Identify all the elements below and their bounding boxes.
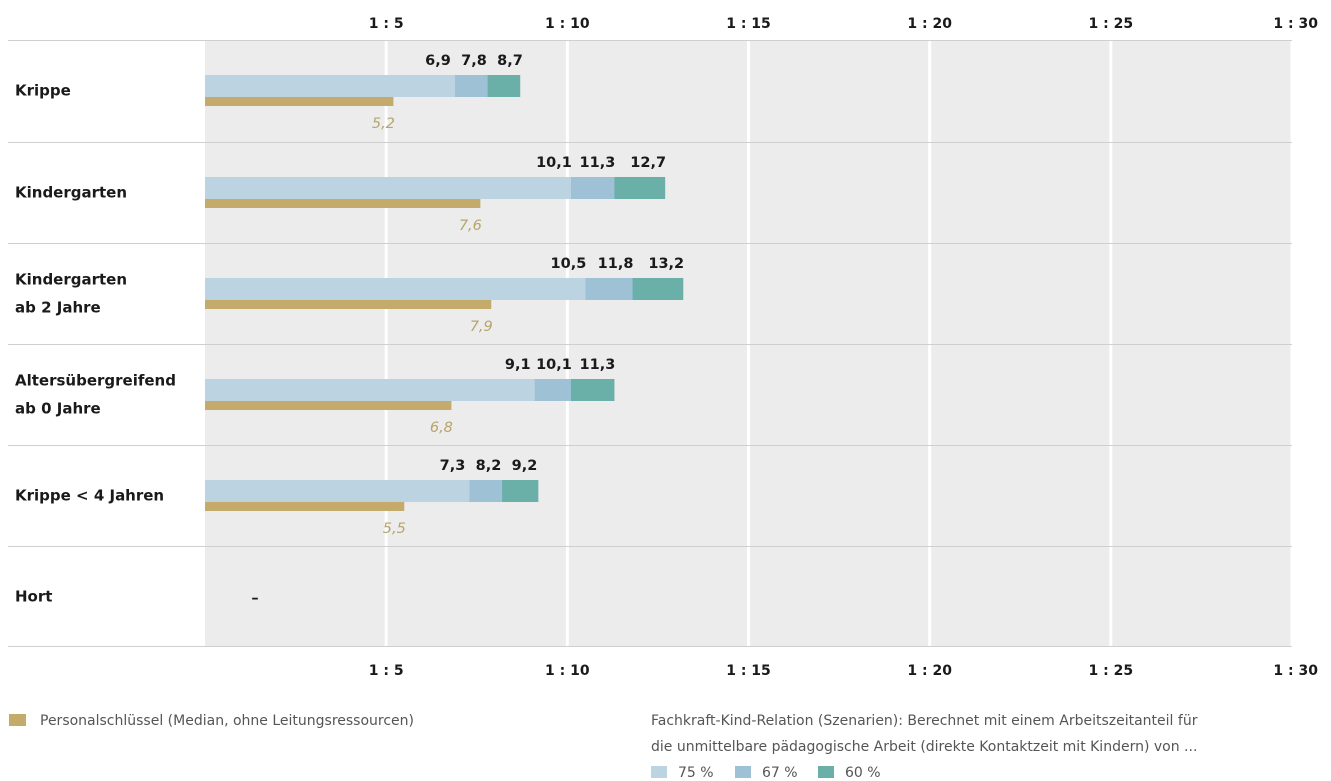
scenario-value-label-3: 12,7 <box>630 155 666 171</box>
scenario-bar-1 <box>205 75 456 97</box>
category-label-line: Hort <box>15 588 52 606</box>
x-tick-label-top: 1 : 15 <box>726 16 771 32</box>
median-value-label: 7,9 <box>470 319 493 335</box>
x-tick-label-bottom: 1 : 15 <box>726 663 771 679</box>
scenario-value-label-2: 11,3 <box>580 155 616 171</box>
scenario-value-label-1: 9,1 <box>505 357 531 373</box>
median-bar <box>205 199 481 208</box>
category-label-line: Kindergarten <box>15 271 127 289</box>
scenario-value-label-2: 10,1 <box>536 357 572 373</box>
scenario-bar-1 <box>205 480 470 502</box>
scenario-value-label-1: 10,1 <box>536 155 572 171</box>
legend-scenario-swatch-1 <box>651 766 667 778</box>
legend-median-swatch <box>9 714 26 726</box>
category-label-line: ab 2 Jahre <box>15 299 101 317</box>
legend-note-line: die unmittelbare pädagogische Arbeit (di… <box>651 739 1197 755</box>
median-bar <box>205 300 492 309</box>
x-tick-label-bottom: 1 : 20 <box>907 663 952 679</box>
category-label: Krippe < 4 Jahren <box>15 487 164 505</box>
legend-median-label: Personalschlüssel (Median, ohne Leitungs… <box>40 713 414 729</box>
median-value-label: 7,6 <box>459 218 482 234</box>
category-label-line: Krippe <box>15 82 71 100</box>
category-label: Hort <box>15 588 52 606</box>
category-label-line: Kindergarten <box>15 184 127 202</box>
median-value-label: 5,2 <box>372 116 395 132</box>
legend-scenario-swatch-3 <box>818 766 834 778</box>
legend-scenario-swatch-2 <box>735 766 751 778</box>
category-label: Altersübergreifend ab 0 Jahre <box>15 372 176 418</box>
median-bar <box>205 97 394 106</box>
legend-note-line: Fachkraft-Kind-Relation (Szenarien): Ber… <box>651 713 1198 729</box>
legend-scenario-label-1: 75 % <box>678 765 714 781</box>
category-label: Kindergarten ab 2 Jahre <box>15 271 127 317</box>
scenario-value-label-3: 8,7 <box>497 53 523 69</box>
scenario-value-label-3: 11,3 <box>580 357 616 373</box>
scenario-value-label-2: 7,8 <box>461 53 487 69</box>
x-tick-label-bottom: 1 : 30 <box>1273 663 1318 679</box>
scenario-value-label-1: 10,5 <box>551 256 587 272</box>
category-label-line: ab 0 Jahre <box>15 400 101 418</box>
category-label: Kindergarten <box>15 184 127 202</box>
x-tick-label-top: 1 : 20 <box>907 16 952 32</box>
scenario-value-label-1: 7,3 <box>440 458 466 474</box>
scenario-bar-1 <box>205 379 535 401</box>
median-value-label: 5,5 <box>383 521 406 537</box>
scenario-value-label-3: 13,2 <box>648 256 684 272</box>
scenario-bar-1 <box>205 278 586 300</box>
category-label: Krippe <box>15 82 71 100</box>
median-bar <box>205 401 452 410</box>
scenario-bar-1 <box>205 177 571 199</box>
legend-scenario-label-3: 60 % <box>845 765 881 781</box>
scenario-value-label-2: 11,8 <box>598 256 634 272</box>
x-tick-label-top: 1 : 30 <box>1273 16 1318 32</box>
scenario-value-label-3: 9,2 <box>512 458 538 474</box>
x-tick-label-bottom: 1 : 25 <box>1089 663 1134 679</box>
x-tick-label-top: 1 : 5 <box>369 16 404 32</box>
scenario-value-label-2: 8,2 <box>476 458 502 474</box>
scenario-value-label-1: 6,9 <box>425 53 451 69</box>
category-label-line: Altersübergreifend <box>15 372 176 390</box>
x-tick-label-top: 1 : 10 <box>545 16 590 32</box>
x-tick-label-bottom: 1 : 5 <box>369 663 404 679</box>
x-tick-label-top: 1 : 25 <box>1089 16 1134 32</box>
legend-scenario-label-2: 67 % <box>762 765 798 781</box>
x-tick-label-bottom: 1 : 10 <box>545 663 590 679</box>
missing-value: – <box>251 591 258 607</box>
median-value-label: 6,8 <box>430 420 453 436</box>
median-bar <box>205 502 405 511</box>
category-label-line: Krippe < 4 Jahren <box>15 487 164 505</box>
